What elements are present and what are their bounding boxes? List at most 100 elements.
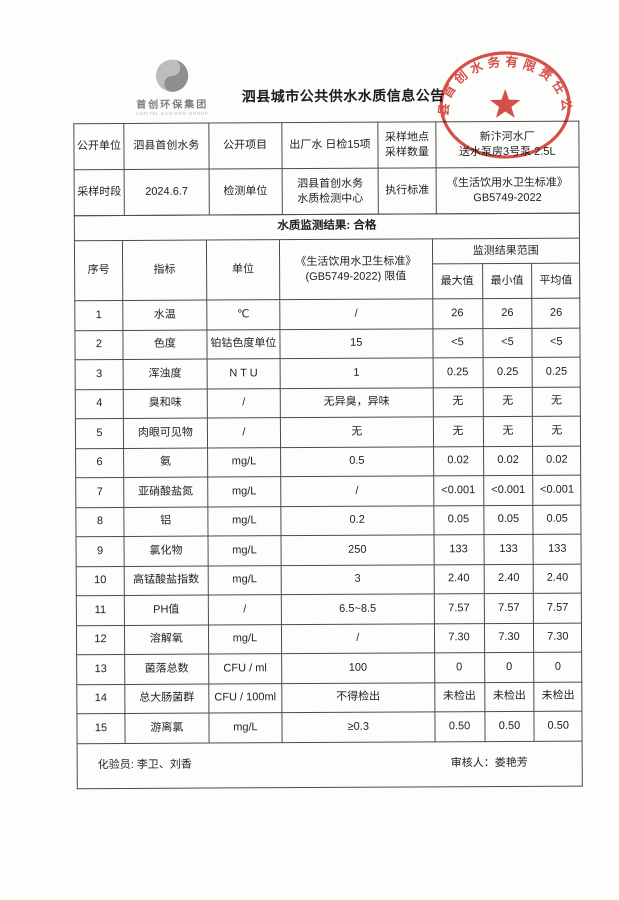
sample-value: 新汴河水厂 送水泵房3号泵 2.5L [435, 121, 580, 168]
row-no: 11 [76, 595, 125, 626]
col-unit: 单位 [206, 239, 280, 301]
min-value: 无 [482, 386, 533, 417]
period-label: 采样时段 [74, 169, 125, 216]
indicator-name: 总大肠菌群 [124, 683, 209, 714]
limit-value: / [279, 298, 433, 330]
indicator-name: 臭和味 [123, 388, 208, 419]
avg-value: 0.50 [534, 711, 583, 741]
unit-value: ℃ [206, 299, 280, 330]
indicator-name: 色度 [122, 329, 207, 360]
col-limit: 《生活饮用水卫生标准》 (GB5749-2022) 限值 [279, 238, 433, 300]
section-title-row: 水质监测结果: 合格 [74, 213, 580, 241]
section-title: 水质监测结果: 合格 [74, 213, 580, 241]
open-unit-label: 公开单位 [73, 123, 125, 170]
unit-value: mg/L [207, 447, 281, 478]
col-max: 最大值 [432, 263, 483, 299]
col-range-group: 监测结果范围 [431, 238, 580, 264]
indicator-name: 菌落总数 [124, 654, 209, 684]
col-avg: 平均值 [532, 263, 580, 299]
reviewer-signature: 审核人：娄艳芳 [450, 757, 528, 770]
limit-value: 100 [281, 652, 435, 684]
logo-subtext: CAPITAL ECO-PRO GROUP [135, 110, 209, 116]
limit-value: 无 [280, 416, 434, 448]
row-no: 1 [74, 300, 123, 331]
min-value: 未检出 [484, 681, 535, 712]
company-logo: 首创环保集团 CAPITAL ECO-PRO GROUP [110, 56, 234, 116]
result-row: 3 浑浊度 N T U 1 0.25 0.25 0.25 [75, 357, 581, 390]
result-row: 2 色度 铂钴色度单位 15 <5 <5 <5 [74, 327, 581, 360]
limit-value: 15 [279, 328, 433, 359]
limit-value: 1 [280, 357, 433, 389]
unit-value: mg/L [207, 476, 281, 507]
result-row: 1 水温 ℃/26 26 26 [74, 298, 580, 331]
limit-value: 6.5~8.5 [281, 593, 434, 625]
result-row: 12 溶解氧 mg/L/7.30 7.30 7.30 [76, 622, 582, 655]
signature-row: 化验员: 李卫、刘香 审核人：娄艳芳 [77, 740, 583, 789]
col-indicator: 指标 [122, 240, 207, 301]
col-min: 最小值 [482, 263, 533, 299]
info-row: 公开单位 泗县首创水务 公开项目 出厂水 日检15项 采样地点 采样数量 新汴河… [73, 121, 580, 170]
avg-value: 无 [532, 416, 581, 446]
max-value: 0.05 [433, 505, 484, 535]
row-no: 15 [76, 713, 126, 744]
avg-value: 0.05 [533, 504, 581, 535]
info-row: 采样时段 2024.6.7 检测单位 泗县首创水务 水质检测中心 执行标准 《生… [74, 167, 580, 216]
results-table: 水质监测结果: 合格 序号 指标 单位 《生活饮用水卫生标准》 (GB5749-… [74, 213, 583, 790]
max-value: 2.40 [433, 564, 484, 594]
row-no: 8 [75, 506, 124, 537]
open-item-value: 出厂水 日检15项 [281, 122, 379, 169]
min-value: 7.30 [483, 622, 535, 653]
indicator-name: 铝 [123, 506, 208, 537]
max-value: <0.001 [433, 475, 484, 506]
limit-value: 3 [281, 564, 434, 595]
info-table: 公开单位 泗县首创水务 公开项目 出厂水 日检15项 采样地点 采样数量 新汴河… [73, 121, 580, 217]
max-value: <5 [432, 328, 483, 358]
max-value: 26 [432, 298, 483, 329]
standard-label: 执行标准 [378, 167, 436, 215]
row-no: 3 [75, 359, 124, 390]
avg-value: 7.30 [533, 622, 582, 653]
min-value: 0.05 [483, 504, 534, 535]
indicator-name: 氯化物 [123, 536, 208, 566]
limit-value: / [280, 475, 434, 507]
open-unit-value: 泗县首创水务 [123, 123, 209, 170]
min-value: 133 [483, 534, 534, 565]
max-value: 7.57 [433, 593, 484, 624]
limit-value: 无异臭，异味 [280, 387, 433, 418]
results-body: 1 水温 ℃/26 26 26 2 色度 铂钴色度单位 15 <5 <5 <5 3 浑浊度 N T U 1 0.… [74, 298, 583, 744]
max-value: 无 [432, 416, 484, 447]
indicator-name: 亚硝酸盐氮 [123, 477, 208, 507]
limit-value: 0.2 [280, 505, 434, 536]
avg-value: 0 [534, 652, 582, 682]
max-value: 0.02 [433, 446, 484, 476]
unit-value: / [207, 388, 281, 419]
indicator-name: 高锰酸盐指数 [124, 565, 209, 596]
unit-value: CFU / 100ml [208, 683, 282, 714]
avg-value: 7.57 [533, 593, 582, 623]
avg-value: 26 [532, 298, 580, 328]
max-value: 无 [432, 387, 483, 417]
indicator-name: 游离氯 [124, 713, 209, 743]
indicator-name: 氨 [123, 447, 208, 478]
result-row: 4 臭和味 / 无异臭，异味无无无 [75, 386, 581, 419]
row-no: 5 [75, 418, 124, 449]
period-value: 2024.6.7 [124, 169, 210, 216]
unit-value: mg/L [207, 535, 282, 566]
unit-value: N T U [206, 358, 281, 389]
page-title: 泗县城市公共供水水质信息公告 [241, 87, 445, 105]
avg-value: <0.001 [533, 475, 581, 505]
indicator-name: 浑浊度 [123, 359, 208, 389]
row-no: 7 [75, 477, 124, 508]
indicator-name: 水温 [122, 300, 207, 330]
max-value: 0.25 [432, 357, 483, 388]
min-value: 0 [484, 652, 535, 683]
min-value: 无 [482, 416, 534, 447]
unit-value: / [208, 594, 282, 625]
min-value: 7.57 [483, 593, 534, 624]
row-no: 13 [76, 654, 125, 685]
limit-value: 0.5 [280, 446, 434, 477]
result-row: 15 游离氯 mg/L ≥0.3 0.50 0.50 0.50 [76, 711, 583, 744]
col-no: 序号 [74, 240, 123, 301]
